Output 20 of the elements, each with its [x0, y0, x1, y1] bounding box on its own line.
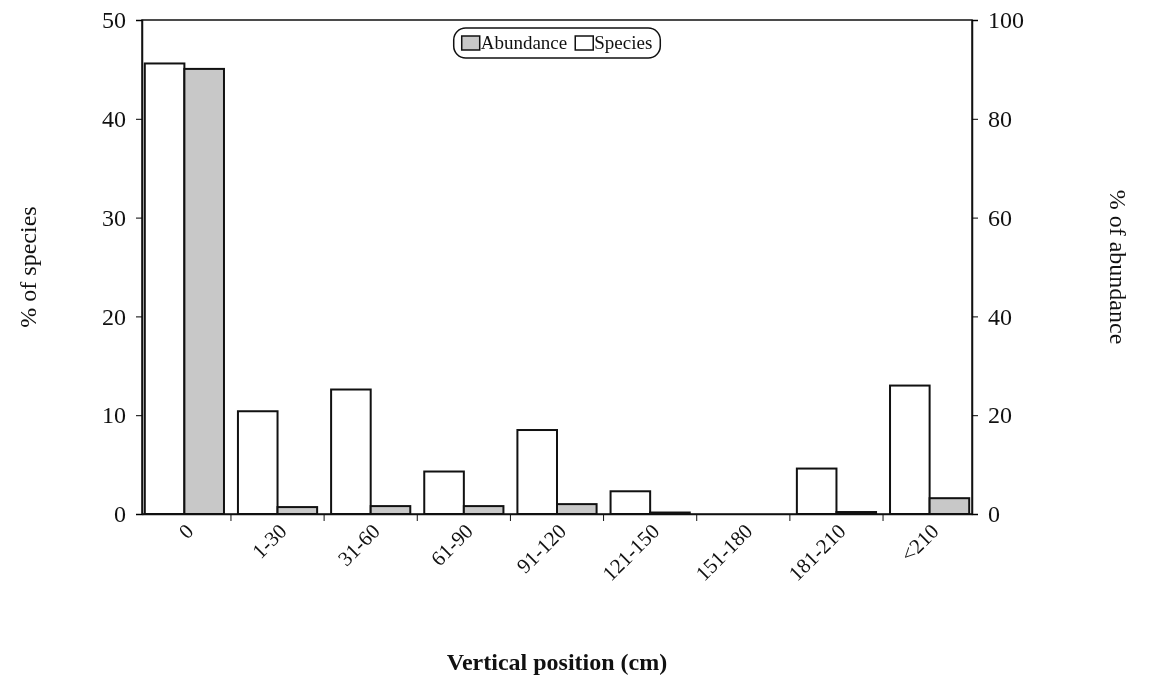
y2-tick-label: 60 [988, 204, 1012, 231]
legend-label: Abundance [480, 32, 568, 53]
legend-label: Species [594, 32, 653, 53]
y2-tick-label: 80 [988, 105, 1012, 132]
y-tick-label: 10 [102, 402, 126, 429]
y2-axis-title: % of abundance [1105, 189, 1131, 345]
x-tick-label: 1-30 [247, 519, 292, 564]
y2-tick-label: 0 [988, 501, 1000, 528]
y-tick-label: 40 [102, 105, 126, 132]
y2-tick-label: 100 [988, 7, 1024, 34]
y2-tick-label: 40 [988, 303, 1012, 330]
x-axis-title: Vertical position (cm) [446, 649, 668, 675]
x-tick-label: 0 [173, 519, 199, 544]
y-tick-label: 0 [114, 501, 126, 528]
x-tick-label: <210 [895, 519, 944, 567]
y-tick-label: 20 [102, 303, 126, 330]
y-axis-title: % of species [15, 206, 41, 328]
y2-tick-label: 20 [988, 402, 1012, 429]
y-tick-label: 30 [102, 204, 126, 231]
y-tick-label: 50 [102, 7, 126, 34]
